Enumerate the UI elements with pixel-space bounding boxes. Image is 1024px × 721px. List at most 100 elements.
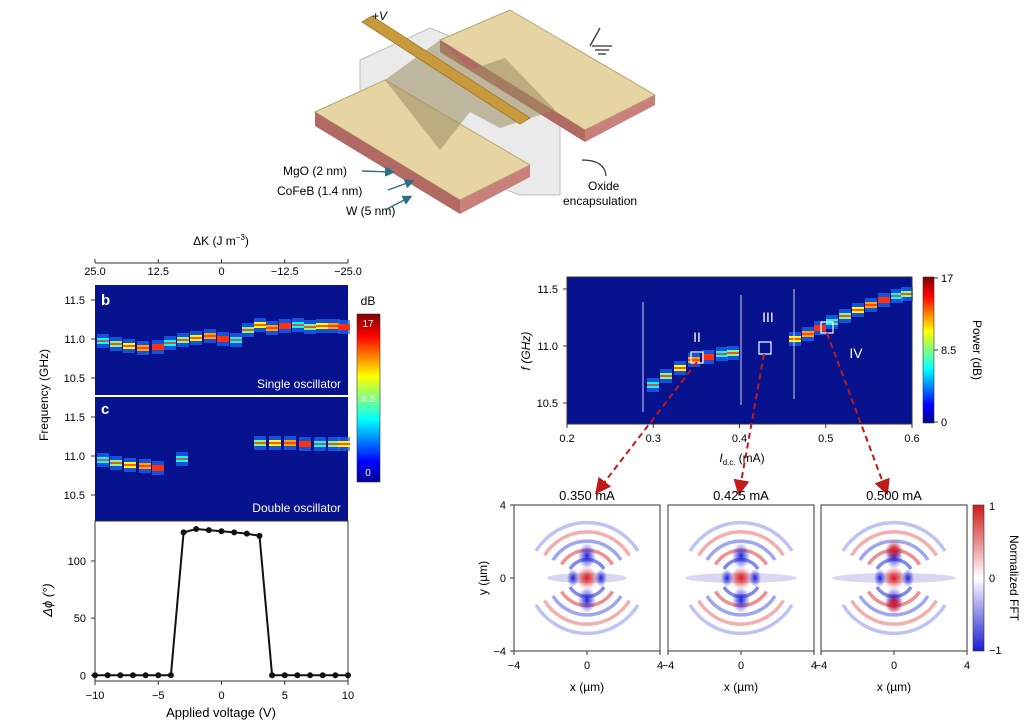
layer-arrow-mgo [361, 166, 395, 177]
phase-point [167, 672, 174, 679]
map-x-tick-label: 0 [738, 660, 744, 672]
fft-lobe [732, 543, 750, 569]
top-tick-label: −25.0 [334, 266, 362, 278]
panel-c-heatmap [95, 397, 348, 521]
fft-wave-arc [697, 530, 785, 557]
fft-lobe [885, 594, 903, 614]
fft-map-title-1: 0.350 mA [559, 488, 615, 503]
phase-y-tick-label: 0 [80, 670, 86, 682]
fft-wave-arc [688, 604, 794, 636]
layer-arrow-w [384, 195, 413, 211]
panel-b-y-ticks: 11.5 11.0 10.5 [64, 295, 95, 385]
voltage-label: +V [372, 9, 388, 23]
y-tick-label: 11.5 [64, 295, 85, 307]
phase-point [231, 529, 238, 536]
fft-wave-arc [543, 599, 631, 626]
fft-map-title-3: 0.500 mA [866, 488, 922, 503]
region-label-ii: II [693, 329, 701, 345]
colorbar-power-tick-min: 0 [941, 417, 947, 429]
top-axis-ticks: 25.0 12.5 0 −12.5 −25.0 [84, 259, 362, 278]
ground-icon [589, 27, 612, 55]
left-top-axis: ΔK (J m−3) 25.0 12.5 0 −12.5 −25.0 [84, 233, 362, 278]
colorbar-b-tick-max: 17 [362, 319, 374, 330]
panel-c-trace [97, 436, 350, 475]
arrow-to-map-2 [733, 353, 765, 496]
map-x-tick-label: 4 [964, 660, 970, 672]
layer-arrow-cofeb [387, 179, 415, 191]
phase-point [281, 672, 288, 679]
phase-x-tick-label: 10 [342, 690, 354, 702]
phase-ylabel: Δϕ (°) [40, 583, 55, 617]
phase-point [243, 530, 250, 537]
colorbar-b-tick-min: 0 [365, 468, 371, 479]
phase-y-tick-label: 50 [74, 613, 86, 625]
fft-wave-arc [534, 604, 640, 636]
phase-point [332, 672, 339, 679]
panel-b: b Single oscillator 11.5 11.0 10.5 [64, 285, 350, 395]
map-x-tick-label: −4 [662, 660, 675, 672]
fft-wave-arc [551, 539, 623, 561]
current-heatmap: II III IV 0.2 0.3 0.4 0.5 0.6 11.5 11.0 10.5 Id… [519, 276, 920, 467]
top-tick-label: 25.0 [84, 266, 105, 278]
top-wire [361, 15, 531, 125]
phase-line [95, 527, 348, 677]
oxide-label-2: encapsulation [563, 194, 637, 208]
colorbar-power: 17 8.5 0 Power (dB) [922, 273, 984, 429]
layer-label-w: W (5 nm) [346, 204, 395, 218]
phase-x-tick-label: 5 [282, 690, 288, 702]
fft-lobe [883, 567, 905, 589]
current-heatmap-xlabel: Id.c. (mA) [719, 451, 764, 467]
y-tick-label: 11.0 [537, 341, 558, 353]
phase-point [142, 672, 149, 679]
colorbar-fft-tick-mid: 0 [989, 573, 995, 585]
zoom-arrows [595, 332, 890, 496]
fft-lobe [730, 567, 752, 589]
y-tick-label: 11.5 [64, 412, 85, 424]
bowtie-constriction [385, 40, 555, 150]
fft-lobe [576, 567, 598, 589]
fft-map-0350: 0.350 mA [513, 488, 661, 652]
phase-point [256, 532, 263, 539]
device-schematic: +V MgO (2 nm) CoFeB (1.4 nm) W (5 nm) Ox… [277, 9, 657, 218]
phase-point [294, 672, 301, 679]
phase-x-tick-label: 0 [218, 690, 224, 702]
region-label-iv: IV [849, 345, 863, 361]
phase-y-tick-label: 100 [68, 556, 86, 568]
colorbar-fft: 1 0 −1 Normalized FFT [972, 501, 1021, 657]
fft-lobe [874, 569, 886, 587]
colorbar-fft-tick-min: −1 [989, 645, 1002, 657]
phase-point [205, 527, 212, 534]
x-tick-label: 0.5 [818, 433, 833, 445]
y-tick-label: 11.5 [537, 284, 558, 296]
top-axis-label: ΔK (J m−3) [193, 233, 249, 248]
fft-lobe [578, 587, 596, 613]
fft-wave-arc [841, 520, 947, 552]
fft-map-0425: 0.425 mA [667, 488, 815, 652]
x-tick-label: 0.6 [904, 433, 919, 445]
panel-c-letter: c [101, 401, 109, 418]
fft-lobe [578, 543, 596, 569]
fft-wave-arc [534, 520, 640, 552]
colorbar-fft-label: Normalized FFT [1007, 535, 1021, 622]
map-x-tick-label: 4 [811, 660, 817, 672]
fft-wave-arc [858, 595, 930, 617]
frequency-axis-label: Frequency (GHz) [37, 349, 51, 441]
layer-label-mgo: MgO (2 nm) [283, 164, 347, 178]
fft-lobe [749, 569, 761, 587]
phase-point [307, 672, 314, 679]
fft-wave-arc [850, 530, 938, 557]
phase-x-tick-label: −10 [86, 690, 105, 702]
colorbar-b-unit: dB [361, 294, 376, 308]
current-heatmap-axes: 0.2 0.3 0.4 0.5 0.6 11.5 11.0 10.5 [537, 276, 920, 445]
phase-point [155, 672, 162, 679]
fft-wave-arc [850, 599, 938, 626]
fft-lobe [732, 587, 750, 613]
colorbar-b-tick-mid: 8.5 [361, 394, 375, 405]
fft-map-axes: −4 0 4 x (µm) −4 0 4 x (µm) −4 0 4 x (µm) 4 0 −4 [493, 500, 970, 694]
phase-marks [92, 526, 351, 679]
colorbar-power-tick-mid: 8.5 [941, 345, 956, 357]
y-tick-label: 11.0 [64, 334, 85, 346]
